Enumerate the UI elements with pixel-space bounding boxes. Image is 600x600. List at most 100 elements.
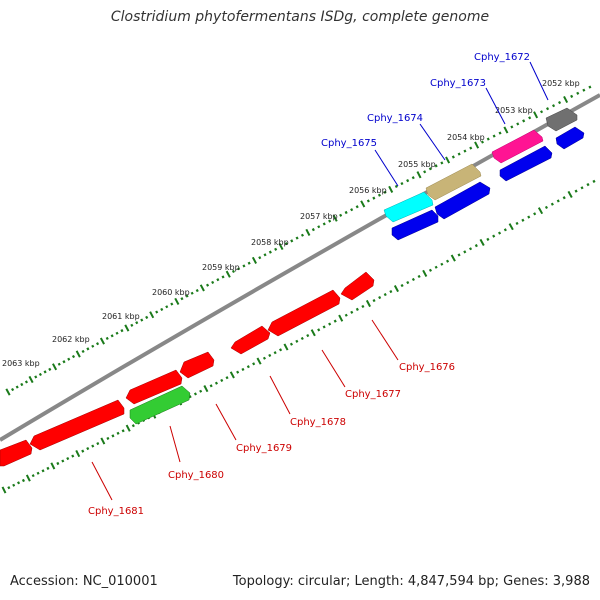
gene-cphy-1673-forward[interactable] xyxy=(491,129,544,164)
minor-tick xyxy=(258,256,262,260)
gene-label[interactable]: Cphy_1677 xyxy=(345,389,401,400)
minor-tick xyxy=(457,152,461,156)
gene-segment-blue[interactable] xyxy=(499,145,553,182)
minor-tick xyxy=(38,372,42,377)
minor-tick xyxy=(317,225,321,229)
kbp-label: 2054 kbp xyxy=(447,133,485,142)
minor-tick xyxy=(145,315,149,320)
kbp-label: 2055 kbp xyxy=(398,160,436,169)
gene-label[interactable]: Cphy_1680 xyxy=(168,470,224,481)
minor-tick xyxy=(383,190,387,194)
minor-tick xyxy=(328,219,332,223)
minor-tick xyxy=(544,205,548,210)
gene-segment-blue[interactable] xyxy=(434,181,491,220)
gene-segment-red[interactable] xyxy=(0,439,33,467)
minor-tick xyxy=(469,247,473,251)
kbp-label: 2062 kbp xyxy=(52,335,90,344)
major-tick xyxy=(445,156,451,164)
minor-tick xyxy=(135,321,139,325)
minor-tick xyxy=(71,354,76,359)
major-tick xyxy=(508,223,514,231)
minor-tick xyxy=(306,333,310,338)
gene-cphy-1679b[interactable] xyxy=(125,369,183,405)
minor-tick xyxy=(160,307,164,312)
gene-cphy-1678[interactable] xyxy=(230,325,271,355)
minor-tick xyxy=(333,319,337,323)
minor-tick xyxy=(552,104,556,108)
minor-tick xyxy=(588,85,592,89)
gene-label[interactable]: Cphy_1672 xyxy=(474,52,530,63)
major-tick xyxy=(537,207,544,215)
major-tick xyxy=(305,228,311,236)
minor-tick xyxy=(574,189,578,193)
minor-tick xyxy=(463,250,467,254)
minor-tick xyxy=(105,336,109,341)
minor-tick xyxy=(389,289,393,294)
minor-tick xyxy=(540,110,544,114)
major-tick xyxy=(365,299,371,308)
gene-label[interactable]: Cphy_1673 xyxy=(430,78,486,89)
minor-tick xyxy=(116,431,120,435)
major-tick xyxy=(251,256,257,264)
inner-tick-track xyxy=(1,179,596,494)
gene-label[interactable]: Cphy_1681 xyxy=(88,506,144,517)
minor-tick xyxy=(486,237,490,241)
minor-tick xyxy=(31,474,35,478)
minor-tick xyxy=(289,342,293,346)
gene-cphy-1679[interactable] xyxy=(179,351,215,379)
minor-tick xyxy=(66,456,70,461)
kbp-label-group: 2052 kbp 2053 kbp 2054 kbp 2055 kbp 2056… xyxy=(2,79,580,368)
minor-tick xyxy=(274,247,278,251)
minor-tick xyxy=(322,325,326,329)
minor-tick xyxy=(180,297,184,301)
minor-tick xyxy=(411,277,415,282)
gene-label[interactable]: Cphy_1675 xyxy=(321,138,377,149)
minor-tick xyxy=(284,242,288,246)
minor-tick xyxy=(440,161,444,165)
gene-cphy-1676[interactable] xyxy=(340,271,375,301)
kbp-label: 2060 kbp xyxy=(152,288,190,297)
gene-segment-blue[interactable] xyxy=(555,126,585,150)
major-tick xyxy=(149,311,155,319)
minor-tick xyxy=(12,483,16,487)
minor-tick xyxy=(428,268,432,272)
gene-label[interactable]: Cphy_1678 xyxy=(290,417,346,428)
gene-cphy-1681[interactable] xyxy=(29,399,125,451)
gene-cphy-1674-forward[interactable] xyxy=(425,163,482,201)
minor-tick xyxy=(322,222,326,226)
major-tick xyxy=(479,238,485,246)
minor-tick xyxy=(81,349,85,354)
outer-tick-track xyxy=(5,85,592,396)
gene-segment-blue[interactable] xyxy=(391,209,439,241)
minor-tick xyxy=(295,339,299,343)
major-tick xyxy=(332,214,338,222)
gene-label[interactable]: Cphy_1676 xyxy=(399,362,455,373)
gene-label[interactable]: Cphy_1674 xyxy=(367,113,423,124)
minor-tick xyxy=(546,107,550,111)
minor-tick xyxy=(242,264,246,268)
minor-tick xyxy=(268,250,272,254)
gene-cphy-1680[interactable] xyxy=(129,385,191,425)
major-tick xyxy=(388,185,394,193)
upper-leader-lines xyxy=(374,61,549,187)
gene-label[interactable]: Cphy_1679 xyxy=(236,443,292,454)
minor-tick xyxy=(111,434,115,438)
minor-tick xyxy=(372,196,376,200)
major-tick xyxy=(199,284,205,292)
minor-tick xyxy=(339,213,343,217)
minor-tick xyxy=(216,278,220,282)
major-tick xyxy=(503,126,509,134)
minor-tick xyxy=(86,347,90,351)
minor-tick xyxy=(231,269,235,274)
reverse-strand-genes xyxy=(0,271,375,467)
minor-tick xyxy=(62,360,66,364)
gene-cphy-1677[interactable] xyxy=(267,289,341,337)
minor-tick xyxy=(193,392,197,396)
minor-tick xyxy=(406,280,410,285)
gene-cphy-1675-forward[interactable] xyxy=(383,191,434,223)
minor-tick xyxy=(463,149,467,153)
minor-tick xyxy=(96,342,100,346)
gene-cphy-1672-forward[interactable] xyxy=(545,107,578,132)
minor-tick xyxy=(521,218,525,222)
minor-tick xyxy=(115,331,119,335)
